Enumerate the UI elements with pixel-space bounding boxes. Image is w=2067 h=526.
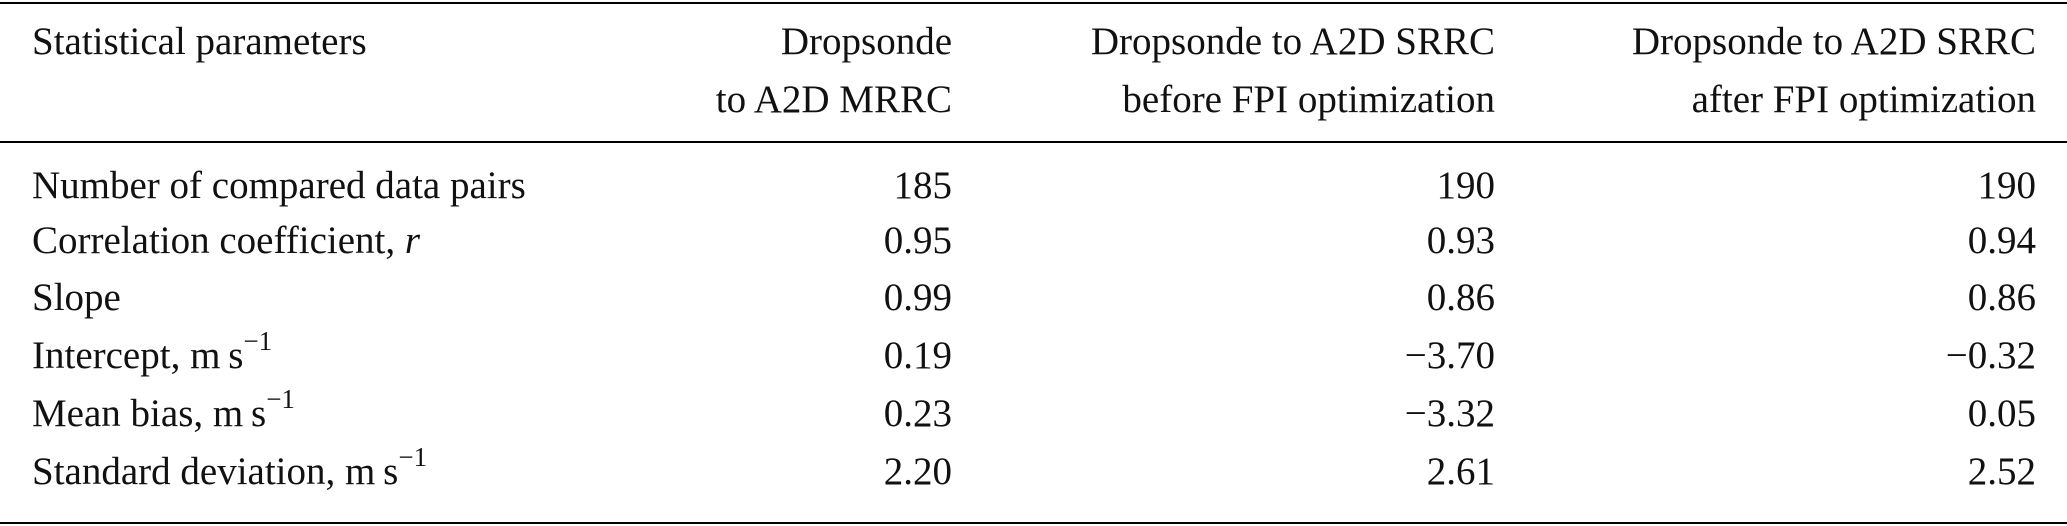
label-text: Mean bias, m s <box>32 392 267 435</box>
header-cell: before FPI optimization <box>1122 78 1495 121</box>
label-superscript: −1 <box>243 326 273 356</box>
label-superscript: −1 <box>398 442 428 472</box>
label-text: Number of compared data pairs <box>32 164 526 207</box>
label-text: Standard deviation, m s <box>32 450 399 493</box>
header-cell: Dropsonde to A2D SRRC <box>1631 20 2036 63</box>
row-label: Standard deviation, m s−1 <box>32 444 427 494</box>
value-cell: 0.05 <box>1967 392 2036 435</box>
value-cell: 190 <box>1436 164 1496 207</box>
value-cell: 0.99 <box>883 276 952 319</box>
value-cell: 0.95 <box>883 219 952 262</box>
value-cell: −0.32 <box>1945 334 2036 377</box>
label-superscript: −1 <box>266 384 295 414</box>
value-cell: 0.94 <box>1967 219 2036 262</box>
value-cell: 2.61 <box>1426 450 1495 493</box>
header-cell: to A2D MRRC <box>715 78 952 121</box>
value-cell: 0.23 <box>883 392 952 435</box>
value-cell: 0.19 <box>883 334 952 377</box>
row-label: Intercept, m s−1 <box>32 328 272 378</box>
row-label: Correlation coefficient, r <box>32 219 420 263</box>
label-text: Correlation coefficient, <box>32 219 405 262</box>
label-text: Slope <box>32 276 121 319</box>
value-cell: −3.70 <box>1404 334 1495 377</box>
row-label: Slope <box>32 276 121 320</box>
top-rule <box>0 2 2067 4</box>
row-label: Mean bias, m s−1 <box>32 386 295 436</box>
header-cell: Statistical parameters <box>32 20 367 63</box>
header-cell: after FPI optimization <box>1691 78 2036 121</box>
value-cell: 0.93 <box>1426 219 1495 262</box>
value-cell: 0.86 <box>1426 276 1495 319</box>
value-cell: 190 <box>1977 164 2037 207</box>
label-text: Intercept, m s <box>32 334 244 377</box>
value-cell: −3.32 <box>1404 392 1495 435</box>
header-cell: Dropsonde to A2D SRRC <box>1090 20 1495 63</box>
bottom-rule <box>0 522 2067 524</box>
value-cell: 185 <box>893 164 953 207</box>
label-italic: r <box>404 219 421 262</box>
value-cell: 2.52 <box>1967 450 2036 493</box>
row-label: Number of compared data pairs <box>32 164 526 208</box>
value-cell: 2.20 <box>883 450 952 493</box>
value-cell: 0.86 <box>1967 276 2036 319</box>
header-rule <box>0 141 2067 143</box>
header-cell: Dropsonde <box>780 20 952 63</box>
